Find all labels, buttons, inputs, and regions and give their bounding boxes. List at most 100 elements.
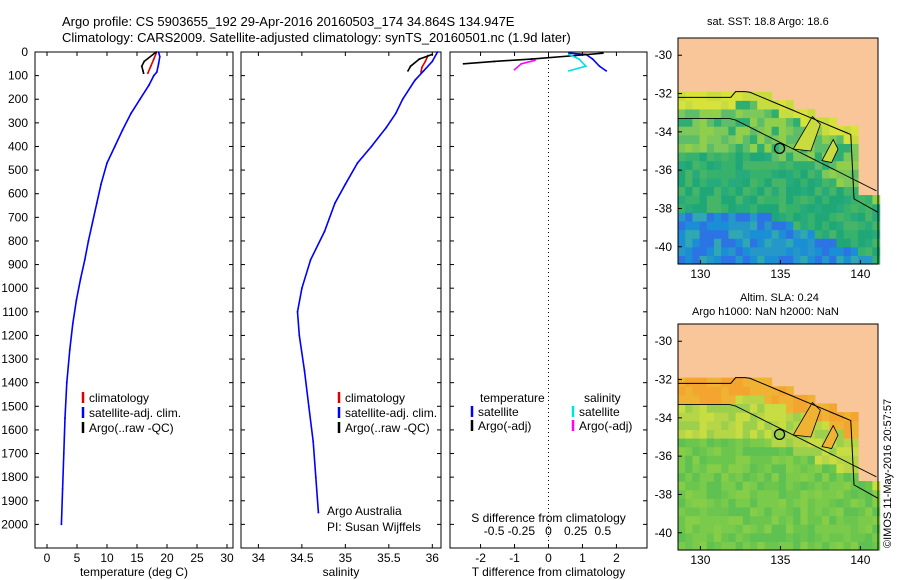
ocean-cell [728, 229, 737, 239]
ocean-cell [836, 455, 845, 465]
ocean-cell [800, 246, 809, 256]
ocean-cell [699, 472, 708, 482]
ocean-cell [685, 446, 694, 456]
ocean-cell [778, 143, 787, 153]
ocean-cell [714, 386, 722, 396]
ocean-cell [742, 177, 751, 188]
ocean-cell [814, 481, 823, 491]
ocean-cell [800, 169, 809, 179]
spencer-gulf [792, 401, 821, 438]
ocean-cell [721, 126, 730, 136]
ocean-cell [771, 220, 780, 231]
ocean-cell [742, 195, 751, 205]
ocean-cell [678, 100, 686, 110]
ocean-cell [822, 203, 830, 213]
ocean-cell [793, 472, 802, 482]
ocean-cell [706, 117, 715, 127]
ocean-cell [750, 220, 758, 231]
ocean-cell [714, 126, 722, 136]
ocean-cell [714, 532, 722, 542]
y-tick-label: 1800 [1, 470, 28, 484]
ocean-cell [699, 437, 708, 448]
ocean-cell [807, 212, 816, 222]
ocean-cell [764, 515, 773, 525]
ocean-cell [786, 134, 794, 144]
ocean-cell [764, 108, 773, 119]
ocean-cell [721, 212, 730, 222]
ocean-cell [814, 160, 823, 170]
ocean-cell [735, 134, 744, 144]
ocean-cell [807, 238, 816, 248]
ocean-cell [836, 160, 845, 170]
salinity-data-point [323, 230, 326, 233]
salinity-data-point [424, 60, 427, 63]
x-tick-label: -2 [475, 551, 486, 565]
ocean-cell [843, 506, 852, 517]
ocean-cell [865, 195, 874, 205]
legend-heading-temperature: temperature [480, 391, 545, 405]
ocean-cell [793, 126, 802, 136]
ocean-cell [807, 472, 816, 482]
ocean-cell [771, 108, 780, 119]
ocean-cell [836, 532, 845, 542]
ocean-cell [735, 108, 744, 119]
ocean-cell [750, 126, 758, 136]
ocean-cell [714, 455, 722, 465]
ocean-cell [850, 455, 859, 465]
ocean-cell [786, 386, 794, 396]
ocean-cell [814, 246, 823, 256]
ocean-cell [699, 446, 708, 456]
ocean-cell [757, 524, 766, 534]
ocean-cell [850, 203, 859, 213]
ocean-cell [692, 169, 701, 179]
ocean-cell [800, 403, 809, 413]
ocean-cell [721, 403, 730, 413]
ocean-cell [714, 177, 722, 188]
ocean-cell [800, 541, 809, 551]
ocean-cell [685, 498, 694, 508]
ocean-cell [807, 541, 816, 551]
ocean-cell [829, 160, 838, 170]
ocean-cell [800, 394, 809, 405]
ocean-cell [843, 186, 852, 196]
ocean-cell [742, 437, 751, 448]
ocean-cell [764, 532, 773, 542]
ocean-cell [757, 394, 766, 405]
ocean-cell [692, 91, 701, 101]
y-tick-label: 0 [21, 45, 28, 59]
ocean-cell [764, 446, 773, 456]
ocean-cell [706, 143, 715, 153]
ocean-cell [836, 412, 845, 422]
ocean-cell [865, 229, 874, 239]
ocean-cell [786, 472, 794, 482]
ocean-cell [699, 220, 708, 231]
temperature-data-point [149, 65, 152, 68]
ocean-cell [800, 220, 809, 231]
ocean-cell [786, 195, 794, 205]
ocean-cell [786, 126, 794, 136]
ocean-cell [843, 541, 852, 551]
ocean-cell [728, 108, 737, 119]
ocean-cell [793, 515, 802, 525]
salinity-data-point [307, 405, 310, 408]
ocean-cell [807, 160, 816, 170]
ocean-cell [678, 455, 686, 465]
ocean-cell [750, 394, 758, 405]
temperature-data-point [152, 74, 155, 77]
ocean-cell [836, 472, 845, 482]
ocean-cell [843, 463, 852, 474]
ocean-cell [742, 160, 751, 170]
salinity-data-point [401, 98, 404, 101]
salinity-data-point [317, 511, 320, 514]
difference-data-point [567, 69, 570, 72]
ocean-cell [678, 472, 686, 482]
ocean-cell [793, 229, 802, 239]
ocean-cell [814, 151, 823, 162]
ocean-cell [778, 100, 787, 110]
ocean-cell [757, 377, 766, 387]
ocean-cell [750, 472, 758, 482]
ocean-cell [850, 177, 859, 188]
ocean-cell [793, 506, 802, 517]
